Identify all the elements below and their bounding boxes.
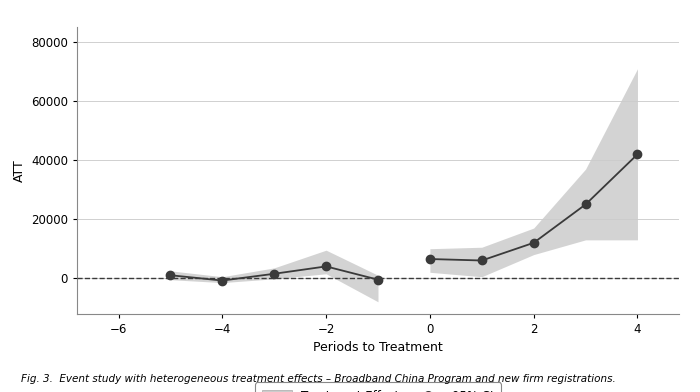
Legend: Treatment Effect, 95% CI: Treatment Effect, 95% CI [255, 383, 501, 392]
Text: Fig. 3.  Event study with heterogeneous treatment effects – Broadband China Prog: Fig. 3. Event study with heterogeneous t… [21, 374, 616, 384]
X-axis label: Periods to Treatment: Periods to Treatment [313, 341, 443, 354]
Y-axis label: ATT: ATT [13, 159, 25, 182]
